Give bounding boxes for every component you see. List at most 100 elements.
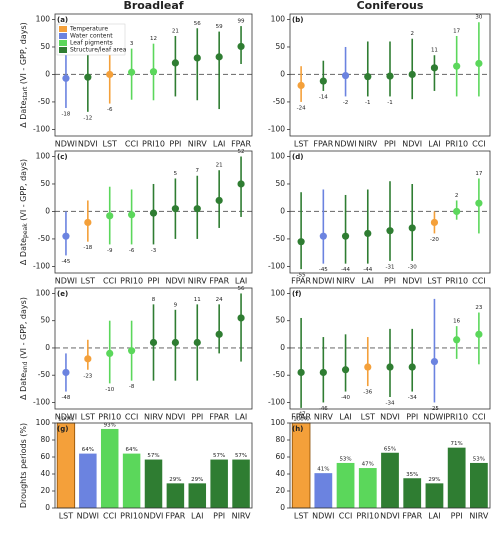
annotation: -8 <box>129 384 135 390</box>
annotation: 11 <box>194 297 201 303</box>
annotation: 21 <box>172 28 179 34</box>
point <box>364 229 372 238</box>
annotation: -1 <box>387 100 392 106</box>
y-label-sub: start <box>22 86 29 101</box>
x-tick-label: PPI <box>384 277 396 286</box>
column-title: Broadleaf <box>123 0 183 12</box>
annotation: -18 <box>61 111 70 117</box>
x-tick-label: NIRV <box>188 140 207 149</box>
x-tick-label: LST <box>103 140 118 149</box>
panel-label: (f) <box>292 290 301 298</box>
bar <box>358 468 377 508</box>
plot-frame <box>54 287 253 410</box>
point <box>430 218 439 227</box>
value-label: 100% <box>58 417 74 423</box>
x-tick-label: NDVI <box>380 512 400 521</box>
annotation: -34 <box>408 395 417 401</box>
point <box>297 81 305 90</box>
x-tick-label: PPI <box>451 512 463 521</box>
annotation: 8 <box>152 297 156 303</box>
y-tick-label: -50 <box>273 97 285 106</box>
annotation: 99 <box>238 19 245 25</box>
point <box>475 199 483 207</box>
bar <box>188 483 207 508</box>
y-tick-label: 50 <box>275 179 285 188</box>
annotation: -48 <box>61 395 70 401</box>
annotation: -45 <box>319 267 328 273</box>
bar <box>56 422 76 509</box>
point <box>430 357 439 366</box>
point <box>106 212 114 220</box>
annotation: 11 <box>431 48 438 54</box>
y-axis-label: Δ Datestart (VI - GPP, days) <box>19 22 29 128</box>
y-tick-label: 80 <box>275 435 285 444</box>
point <box>171 59 179 67</box>
bar <box>314 473 333 508</box>
point <box>297 238 305 246</box>
y-tick-label: 100 <box>271 14 286 23</box>
point <box>237 314 245 322</box>
value-label: 57% <box>147 453 159 459</box>
y-tick-label: 0 <box>280 206 285 215</box>
y-tick-label: 50 <box>40 179 50 188</box>
y-tick-label: 50 <box>40 316 50 325</box>
point <box>193 338 201 347</box>
y-tick-label: 40 <box>40 469 50 478</box>
x-tick-label: NDVI <box>380 413 400 422</box>
x-tick-label: LST <box>361 413 376 422</box>
point <box>319 232 327 240</box>
y-tick-label: 50 <box>40 42 50 51</box>
annotation: 2 <box>455 193 459 199</box>
y-tick-label: 0 <box>45 343 50 352</box>
panel-label: (c) <box>57 153 68 161</box>
legend-swatch <box>59 40 67 46</box>
x-tick-label: PRI10 <box>445 277 468 286</box>
y-label-sub: end <box>22 361 29 372</box>
point <box>62 232 70 240</box>
x-tick-label: LAI <box>213 140 225 149</box>
bar <box>336 462 355 508</box>
annotation: 30 <box>475 15 482 21</box>
y-tick-label: 0 <box>45 69 50 78</box>
legend-label: Temperature <box>69 26 108 33</box>
annotation: -12 <box>83 115 92 121</box>
y-axis-label: Δ Datepeak (VI - GPP, days) <box>19 159 29 265</box>
x-tick-label: NDWI <box>55 140 77 149</box>
x-tick-label: NIRV <box>232 512 251 521</box>
point <box>453 207 461 216</box>
y-tick-label: -100 <box>33 397 50 406</box>
value-label: 29% <box>191 477 203 483</box>
x-tick-label: LAI <box>362 277 374 286</box>
point <box>84 73 92 81</box>
point <box>171 338 179 347</box>
legend-box <box>56 23 126 56</box>
point <box>215 53 223 61</box>
y-tick-label: -100 <box>33 261 50 270</box>
annotation: -31 <box>386 264 395 270</box>
y-tick-label: 40 <box>275 469 285 478</box>
annotation: -34 <box>386 401 395 407</box>
x-tick-label: FPAR <box>209 413 229 422</box>
y-tick-label: -50 <box>38 97 50 106</box>
bar <box>100 428 119 508</box>
y-label-rest: (VI - GPP, days) <box>19 297 28 361</box>
x-tick-label: FPAR <box>402 512 422 521</box>
value-label: 57% <box>213 453 225 459</box>
bar <box>122 453 141 508</box>
legend-swatch <box>59 26 67 32</box>
point <box>149 338 158 347</box>
x-tick-label: LST <box>294 512 309 521</box>
x-tick-label: NDVI <box>165 277 185 286</box>
annotation: 12 <box>150 36 157 42</box>
y-tick-label: 50 <box>275 316 285 325</box>
annotation: 24 <box>216 297 223 303</box>
y-tick-label: 60 <box>40 452 50 461</box>
x-tick-label: PRI10 <box>445 413 468 422</box>
point <box>408 224 416 232</box>
x-tick-label: NDWI <box>312 512 334 521</box>
value-label: 47% <box>362 462 374 468</box>
point <box>128 211 136 219</box>
y-tick-label: 100 <box>271 151 286 160</box>
point <box>475 59 483 68</box>
annotation: -44 <box>363 267 372 273</box>
